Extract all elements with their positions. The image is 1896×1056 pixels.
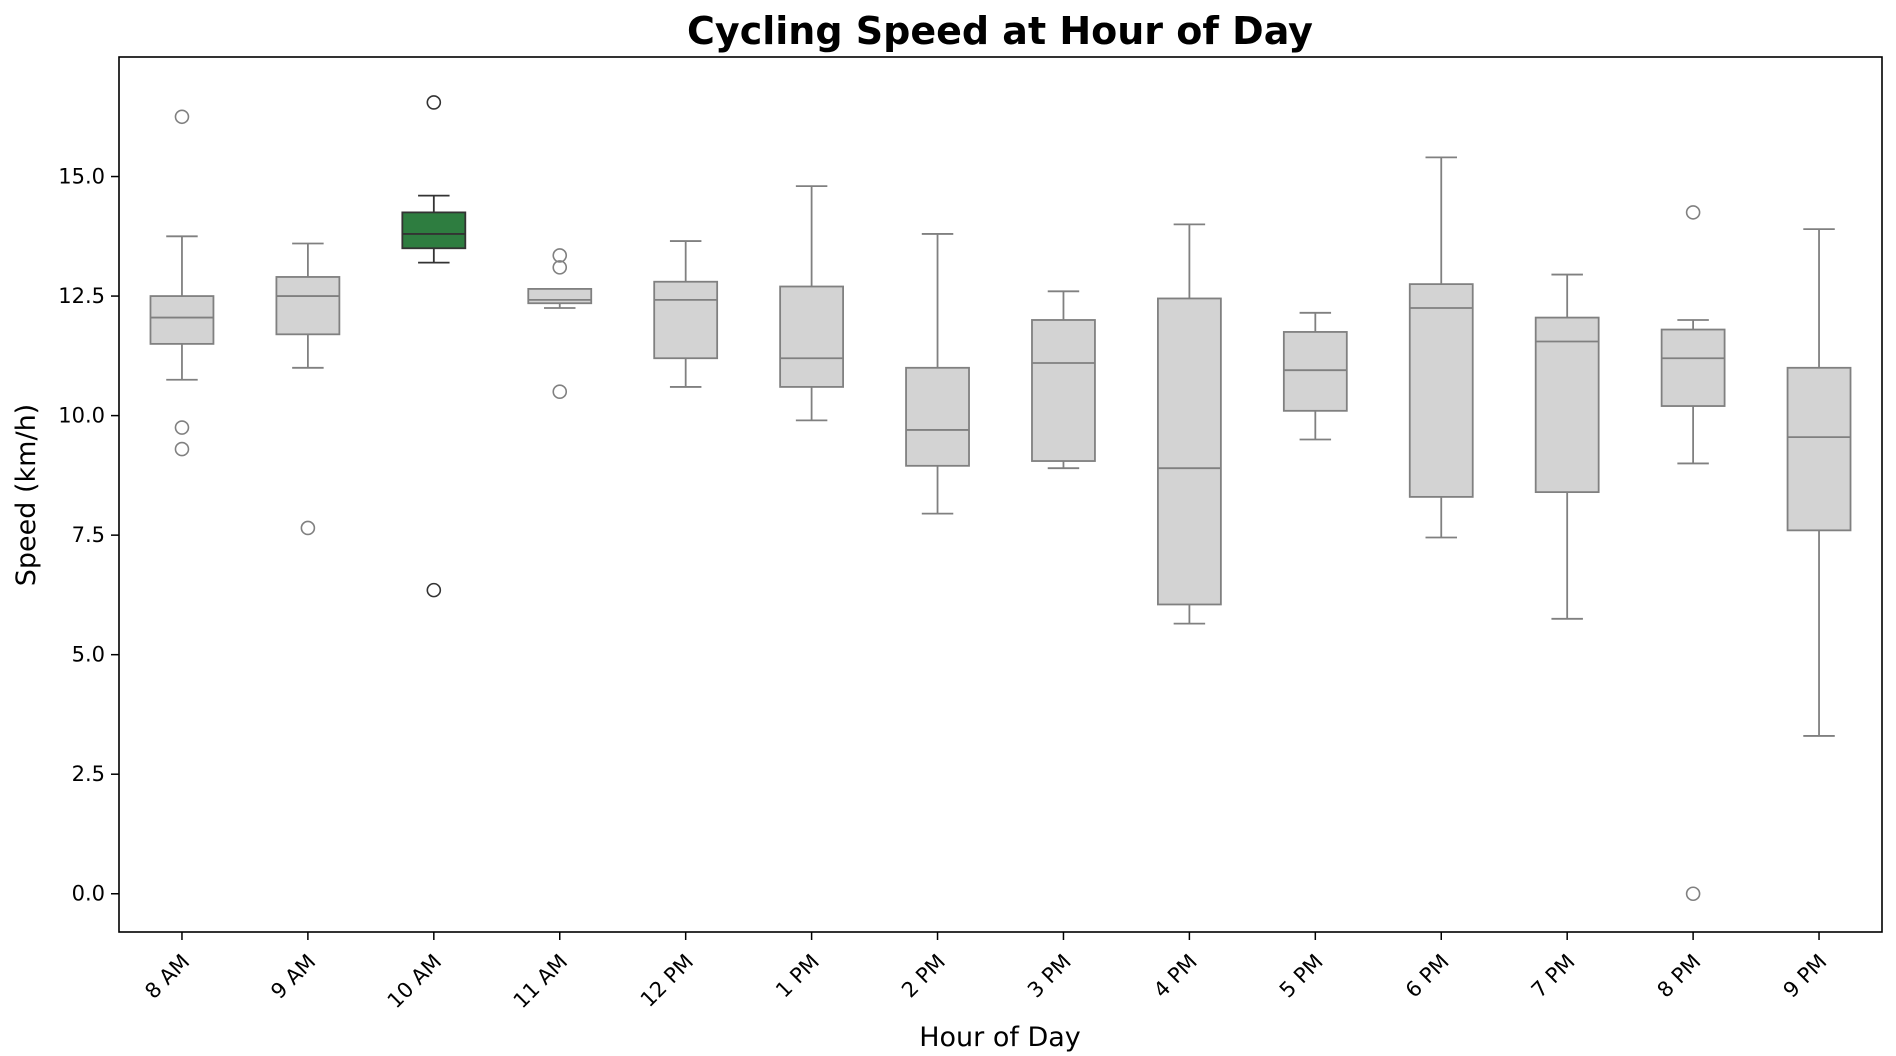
box-1-pm	[779, 285, 844, 388]
x-axis-label: Hour of Day	[919, 1022, 1081, 1053]
x-tick-label: 9 PM	[1779, 949, 1832, 1002]
outlier-point	[174, 441, 190, 457]
y-axis-label: Speed (km/h)	[11, 404, 42, 586]
x-tick-label: 12 PM	[636, 949, 698, 1011]
outlier-point	[426, 95, 442, 110]
box-4-pm	[1157, 297, 1222, 606]
x-tick-label: 4 PM	[1149, 949, 1202, 1002]
y-tick-label: 10.0	[58, 404, 105, 428]
x-tick-label: 2 PM	[897, 949, 950, 1002]
outlier-point	[426, 582, 442, 598]
box-3-pm	[1031, 319, 1096, 462]
y-tick-label: 0.0	[72, 882, 105, 906]
outlier-point	[552, 384, 568, 399]
y-tick-label: 2.5	[72, 762, 105, 786]
x-tick-label: 1 PM	[771, 949, 824, 1002]
x-tick-label: 5 PM	[1275, 949, 1328, 1002]
box-8-am	[149, 295, 215, 345]
x-tick-label: 8 AM	[140, 949, 194, 1003]
x-tick-label: 3 PM	[1023, 949, 1076, 1002]
x-tick-label: 7 PM	[1527, 949, 1580, 1002]
box-7-pm	[1534, 316, 1600, 494]
box-9-pm	[1786, 366, 1852, 532]
plot-frame	[118, 56, 1883, 933]
y-tick-label: 5.0	[72, 643, 105, 667]
y-tick-label: 12.5	[58, 284, 105, 308]
box-8-pm	[1660, 328, 1726, 407]
y-tick-label: 7.5	[72, 523, 105, 547]
outlier-point	[1685, 205, 1701, 220]
plot-area: 0.0 2.5 5.0 7.5 10.0 12.5 15.0 8 AM 9 AM 10 AM 11 …	[58, 56, 1883, 1013]
chart-title: Cycling Speed at Hour of Day	[687, 9, 1313, 53]
outlier-point	[174, 109, 190, 125]
box-11-am	[527, 287, 593, 305]
x-tick-label: 6 PM	[1401, 949, 1454, 1002]
outlier-point	[300, 520, 316, 536]
box-12-pm	[653, 280, 719, 360]
box-2-pm	[905, 366, 970, 467]
outlier-point	[1685, 886, 1701, 902]
box-9-am	[275, 276, 341, 336]
box-5-pm	[1282, 331, 1348, 412]
x-tick-label: 10 AM	[383, 949, 447, 1013]
x-tick-label: 8 PM	[1653, 949, 1706, 1002]
box-10-am	[401, 211, 467, 250]
outlier-point	[174, 420, 190, 435]
x-tick-label: 11 AM	[509, 949, 573, 1013]
y-tick-label: 15.0	[58, 165, 105, 189]
outlier-point	[552, 260, 568, 275]
box-6-pm	[1408, 283, 1474, 498]
outlier-point	[552, 248, 568, 263]
x-tick-label: 9 AM	[266, 949, 320, 1003]
